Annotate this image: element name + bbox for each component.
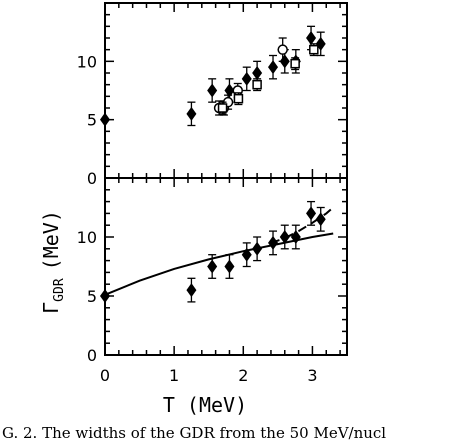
data-point-diamond [315,212,326,227]
y-axis-title: ΓGDR (MeV) [39,210,67,314]
bottom-panel: 0 5 10 0 1 2 3 [77,177,348,385]
data-point-diamond [100,112,110,127]
y-axis-title-unit: (MeV) [39,210,63,270]
top-panel: 0 5 10 [77,2,348,188]
data-point-diamond [306,206,317,221]
y-axis-title-symbol: Γ [39,302,63,314]
y-tick-label: 10 [77,52,97,71]
x-tick-label: 1 [169,366,179,385]
data-layer [100,200,334,303]
data-point-square [290,58,300,69]
y-axis-title-subscript: GDR [52,278,67,302]
svg-text:ΓGDR(MeV): ΓGDR (MeV) [39,210,67,314]
y-tick-label: 5 [87,111,97,130]
data-point-diamond [100,289,110,303]
data-point-diamond [306,31,317,45]
data-point-diamond [252,66,263,80]
data-point-square [217,103,228,113]
y-tick-label: 5 [87,287,97,306]
data-point-diamond [207,259,218,274]
data-layer [100,25,326,127]
caption-fragment: G. 2. The widths of the GDR from the 50 … [2,424,386,442]
data-point-circle [277,44,288,55]
x-tick-label: 3 [307,366,317,385]
data-point-diamond [207,83,218,98]
x-tick-label: 0 [100,366,110,385]
data-point-circle [232,85,244,96]
data-point-diamond [186,106,197,121]
y-tick-label: 0 [87,169,97,188]
plot-frame [104,177,348,356]
x-axis-title: T (MeV) [163,393,247,417]
data-point-diamond [268,60,279,75]
data-point-square [252,79,262,90]
y-tick-label: 0 [87,346,97,365]
data-point-diamond [186,283,197,298]
data-point-square [309,44,319,55]
x-tick-label: 2 [238,366,248,385]
data-point-diamond [224,259,235,274]
solid-curve [104,232,334,296]
dashed-curve [270,206,334,244]
data-point-diamond [241,71,252,86]
y-tick-label: 10 [77,228,97,247]
data-point-diamond [279,230,290,244]
data-point-square [233,93,244,104]
data-point-diamond [224,83,235,98]
